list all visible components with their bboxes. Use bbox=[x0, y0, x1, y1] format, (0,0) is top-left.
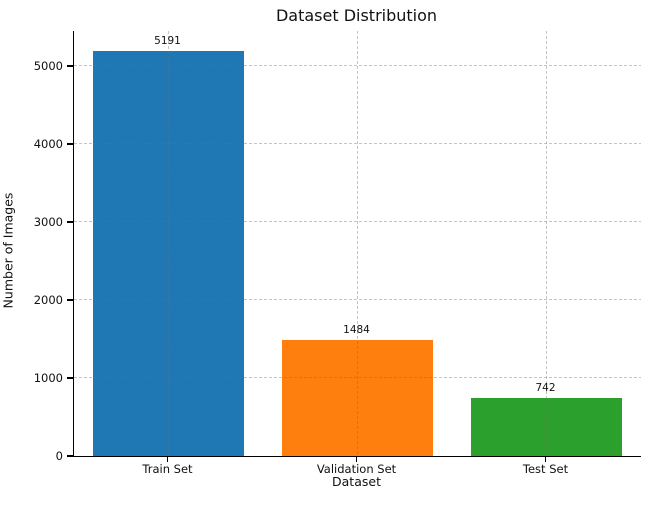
bar-value-label: 1484 bbox=[343, 324, 370, 337]
y-axis-label: Number of Images bbox=[0, 192, 16, 309]
bar-test-set bbox=[470, 398, 623, 456]
y-tick-label: 1000 bbox=[33, 371, 63, 386]
y-tick-label: 3000 bbox=[33, 215, 63, 230]
x-gridline bbox=[168, 31, 169, 456]
y-gridline bbox=[74, 221, 641, 223]
x-gridline bbox=[357, 31, 358, 456]
x-axis-label: Dataset bbox=[332, 474, 381, 489]
x-tick-label: Validation Set bbox=[316, 462, 397, 476]
y-gridline bbox=[74, 377, 641, 379]
y-tick-mark bbox=[67, 65, 73, 67]
y-tick-label: 5000 bbox=[33, 59, 63, 74]
y-tick-label: 4000 bbox=[33, 137, 63, 152]
y-tick-mark bbox=[67, 377, 73, 379]
bar-value-label: 742 bbox=[535, 382, 556, 395]
bar-train-set bbox=[92, 51, 245, 456]
x-tick-mark bbox=[355, 456, 358, 462]
y-gridline bbox=[74, 299, 641, 301]
y-gridline bbox=[74, 65, 641, 67]
y-tick-label: 2000 bbox=[33, 293, 63, 308]
y-gridline bbox=[74, 143, 641, 145]
x-gridline bbox=[546, 31, 547, 456]
bar-value-label: 5191 bbox=[154, 35, 181, 48]
bar-validation-set bbox=[281, 340, 434, 456]
y-tick-mark bbox=[67, 299, 73, 301]
x-tick-label: Test Set bbox=[522, 462, 569, 476]
y-tick-mark bbox=[67, 221, 73, 223]
x-tick-label: Train Set bbox=[142, 462, 193, 476]
x-tick-mark bbox=[544, 456, 547, 462]
y-tick-mark bbox=[67, 455, 73, 457]
plot-area bbox=[73, 31, 641, 457]
chart-title: Dataset Distribution bbox=[275, 6, 438, 25]
y-tick-label: 0 bbox=[55, 449, 63, 463]
y-tick-mark bbox=[67, 143, 73, 145]
x-tick-mark bbox=[166, 456, 169, 462]
